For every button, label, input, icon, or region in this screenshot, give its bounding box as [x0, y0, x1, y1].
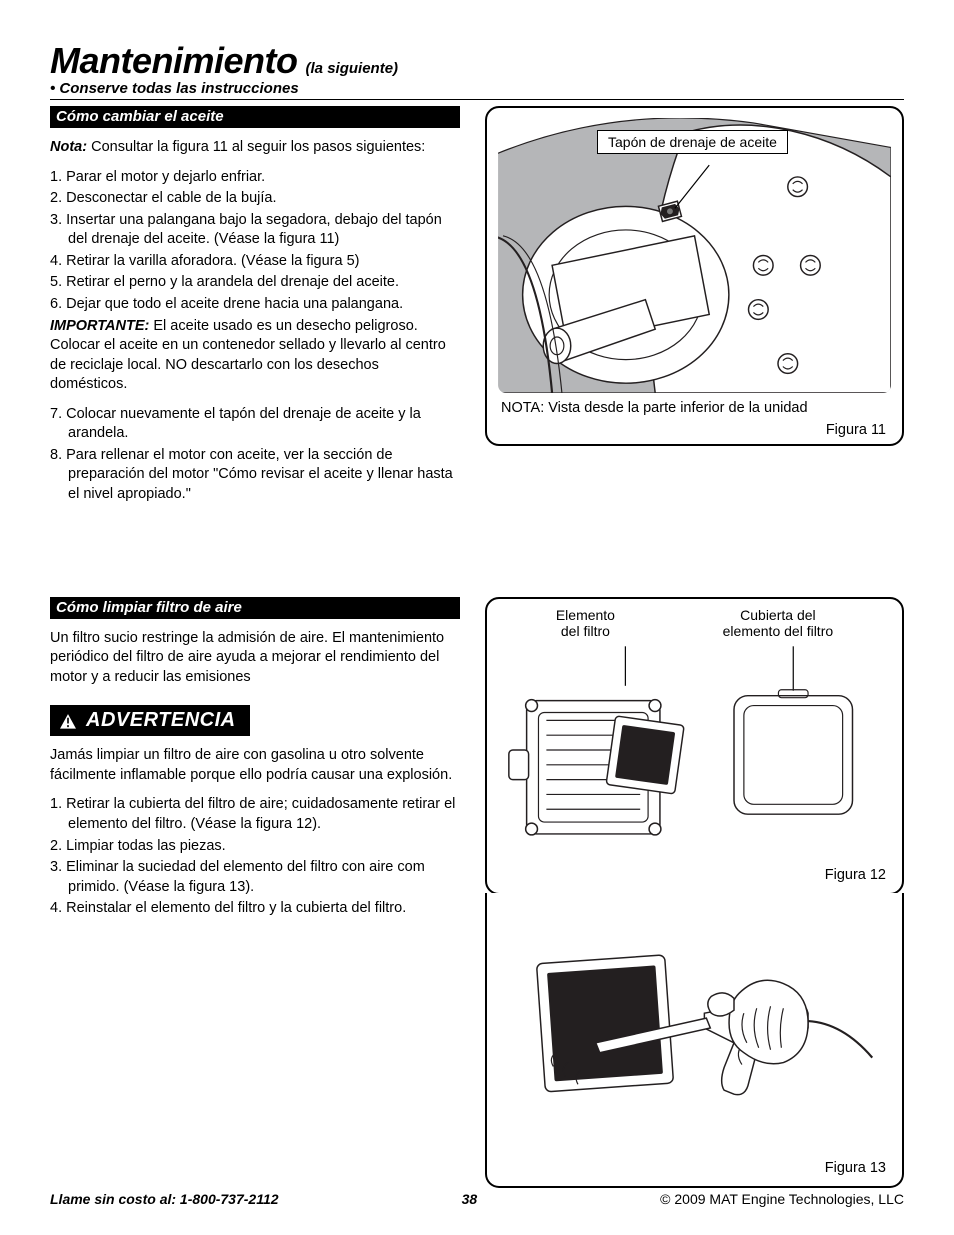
footer-page-number: 38 [462, 1191, 478, 1207]
figure-11-note: NOTA: Vista desde la parte inferior de l… [497, 396, 808, 416]
oil-nota: Nota: Consultar la figura 11 al seguir l… [50, 138, 460, 158]
figure-11-illustration [497, 118, 892, 393]
figure-11-box: Tapón de drenaje de aceite NOTA: Vista d… [485, 106, 904, 446]
air-step-2: 2. Limpiar todas las piezas. [50, 837, 460, 857]
figure-12-label-left: Elemento del filtro [556, 607, 615, 641]
warning-icon [58, 712, 78, 730]
oil-steps-2: 7. Colocar nuevamente el tapón del drena… [50, 405, 460, 505]
figure-11-caption: Figura 11 [826, 418, 892, 438]
figure-13-caption: Figura 13 [497, 1156, 892, 1176]
oil-step-3: 3. Insertar una palangana bajo la segado… [50, 211, 460, 250]
conserve-note: • Conserve todas las instrucciones [50, 80, 904, 97]
page-title: Mantenimiento [50, 40, 298, 82]
air-step-3: 3. Eliminar la suciedad del elemento del… [50, 858, 460, 897]
air-warning-text: Jamás limpiar un filtro de aire con gaso… [50, 746, 460, 785]
figure-12-box: Elemento del filtro Cubierta del element… [485, 597, 904, 896]
oil-importante: IMPORTANTE: El aceite usado es un desech… [50, 317, 460, 395]
figure-11-callout: Tapón de drenaje de aceite [597, 130, 788, 154]
page-title-suffix: (la siguiente) [306, 60, 399, 77]
nota-text: Consultar la figura 11 al seguir los pas… [87, 139, 425, 155]
air-step-1: 1. Retirar la cubierta del filtro de air… [50, 795, 460, 834]
importante-label: IMPORTANTE: [50, 318, 149, 334]
footer-copyright: © 2009 MAT Engine Technologies, LLC [660, 1191, 904, 1207]
figure-13-box: Figura 13 [485, 893, 904, 1188]
footer-phone: Llame sin costo al: 1-800-737-2112 [50, 1191, 279, 1207]
page-footer: Llame sin costo al: 1-800-737-2112 38 © … [50, 1191, 904, 1207]
air-intro: Un filtro sucio restringe la admisión de… [50, 629, 460, 688]
air-step-4: 4. Reinstalar el elemento del filtro y l… [50, 899, 460, 919]
nota-label: Nota: [50, 139, 87, 155]
figure-13-illustration [497, 903, 892, 1153]
section-header-oil: Cómo cambiar el aceite [50, 106, 460, 128]
oil-step-1: 1. Parar el motor y dejarlo enfriar. [50, 168, 460, 188]
section-header-air: Cómo limpiar filtro de aire [50, 597, 460, 619]
oil-step-7: 7. Colocar nuevamente el tapón del drena… [50, 405, 460, 444]
air-steps: 1. Retirar la cubierta del filtro de air… [50, 795, 460, 918]
oil-step-4: 4. Retirar la varilla aforadora. (Véase … [50, 252, 460, 272]
figure-12-illustration [497, 640, 892, 860]
oil-steps: 1. Parar el motor y dejarlo enfriar. 2. … [50, 168, 460, 315]
oil-step-5: 5. Retirar el perno y la arandela del dr… [50, 273, 460, 293]
figure-12-caption: Figura 12 [497, 863, 892, 883]
title-rule [50, 99, 904, 100]
figure-12-label-right: Cubierta del elemento del filtro [723, 607, 834, 641]
oil-step-6: 6. Dejar que todo el aceite drene hacia … [50, 295, 460, 315]
warning-label: ADVERTENCIA [86, 709, 236, 732]
oil-step-2: 2. Desconectar el cable de la bujía. [50, 189, 460, 209]
oil-step-8: 8. Para rellenar el motor con aceite, ve… [50, 446, 460, 505]
warning-bar: ADVERTENCIA [50, 705, 250, 736]
